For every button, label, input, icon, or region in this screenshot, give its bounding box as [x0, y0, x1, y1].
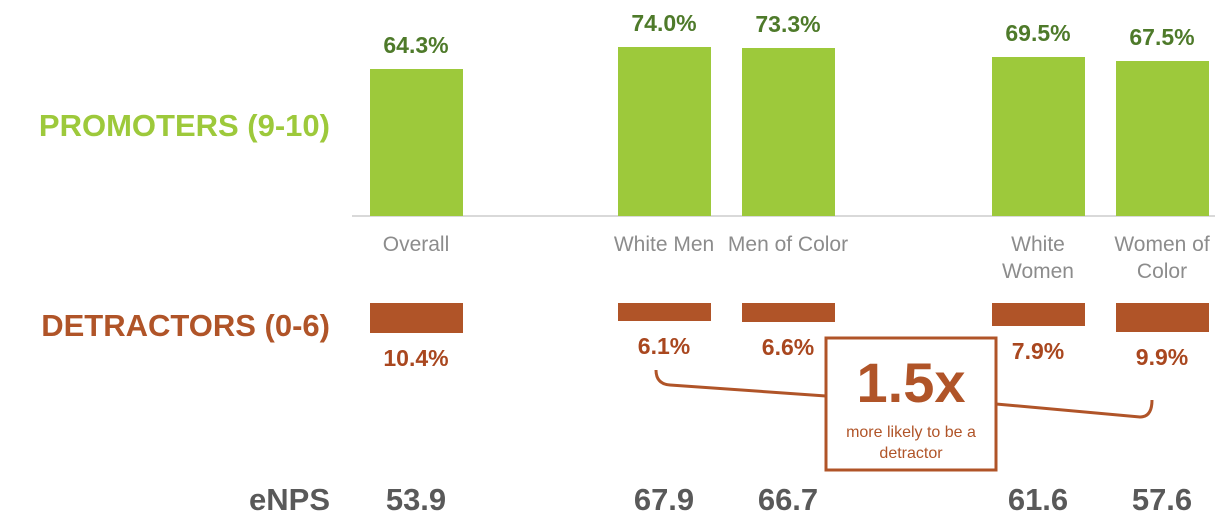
detractor-bar [369, 303, 463, 334]
promoter-value-label: 69.5% [1005, 19, 1071, 46]
detractor-value-label: 10.4% [383, 345, 449, 372]
enps-value: 61.6 [1007, 482, 1069, 517]
promoter-value-label: 73.3% [755, 11, 821, 38]
category-label: Men of Color [727, 233, 849, 256]
promoter-value-label: 67.5% [1129, 24, 1195, 51]
enps-value: 53.9 [385, 482, 447, 517]
category-label: Women of Color [1114, 233, 1210, 283]
category-label: White Men [613, 233, 715, 256]
annotation-text: more likely to be a detractor [846, 424, 976, 462]
promoter-value-label: 64.3% [383, 31, 449, 58]
detractors-label: DETRACTORS (0-6) [41, 308, 330, 343]
promoters-label: PROMOTERS (9-10) [38, 108, 330, 143]
detractor-bar [741, 303, 835, 323]
detractor-value-label: 7.9% [1011, 337, 1065, 364]
promoter-bar [991, 56, 1085, 216]
detractor-value-label: 6.1% [637, 332, 691, 359]
promoter-bar [741, 48, 835, 216]
category-label: White Women [1002, 233, 1074, 283]
category-label: Overall [382, 233, 450, 256]
enps-label: eNPS [249, 482, 330, 517]
enps-value: 67.9 [633, 482, 695, 517]
promoter-value-label: 74.0% [631, 9, 697, 36]
detractor-bar [991, 303, 1085, 326]
detractor-value-label: 9.9% [1135, 343, 1189, 370]
detractor-value-label: 6.6% [761, 334, 815, 361]
annotation-box [824, 336, 998, 472]
promoter-bar [1115, 61, 1209, 216]
detractor-bar [1115, 303, 1209, 332]
detractor-bar [617, 303, 711, 321]
bracket-line [654, 369, 1154, 419]
promoter-bar [369, 68, 463, 216]
baseline [352, 215, 1215, 217]
promoter-bar [617, 46, 711, 216]
annotation-title: 1.5x [856, 351, 966, 414]
enps-value: 66.7 [757, 482, 819, 517]
enps-value: 57.6 [1131, 482, 1193, 517]
